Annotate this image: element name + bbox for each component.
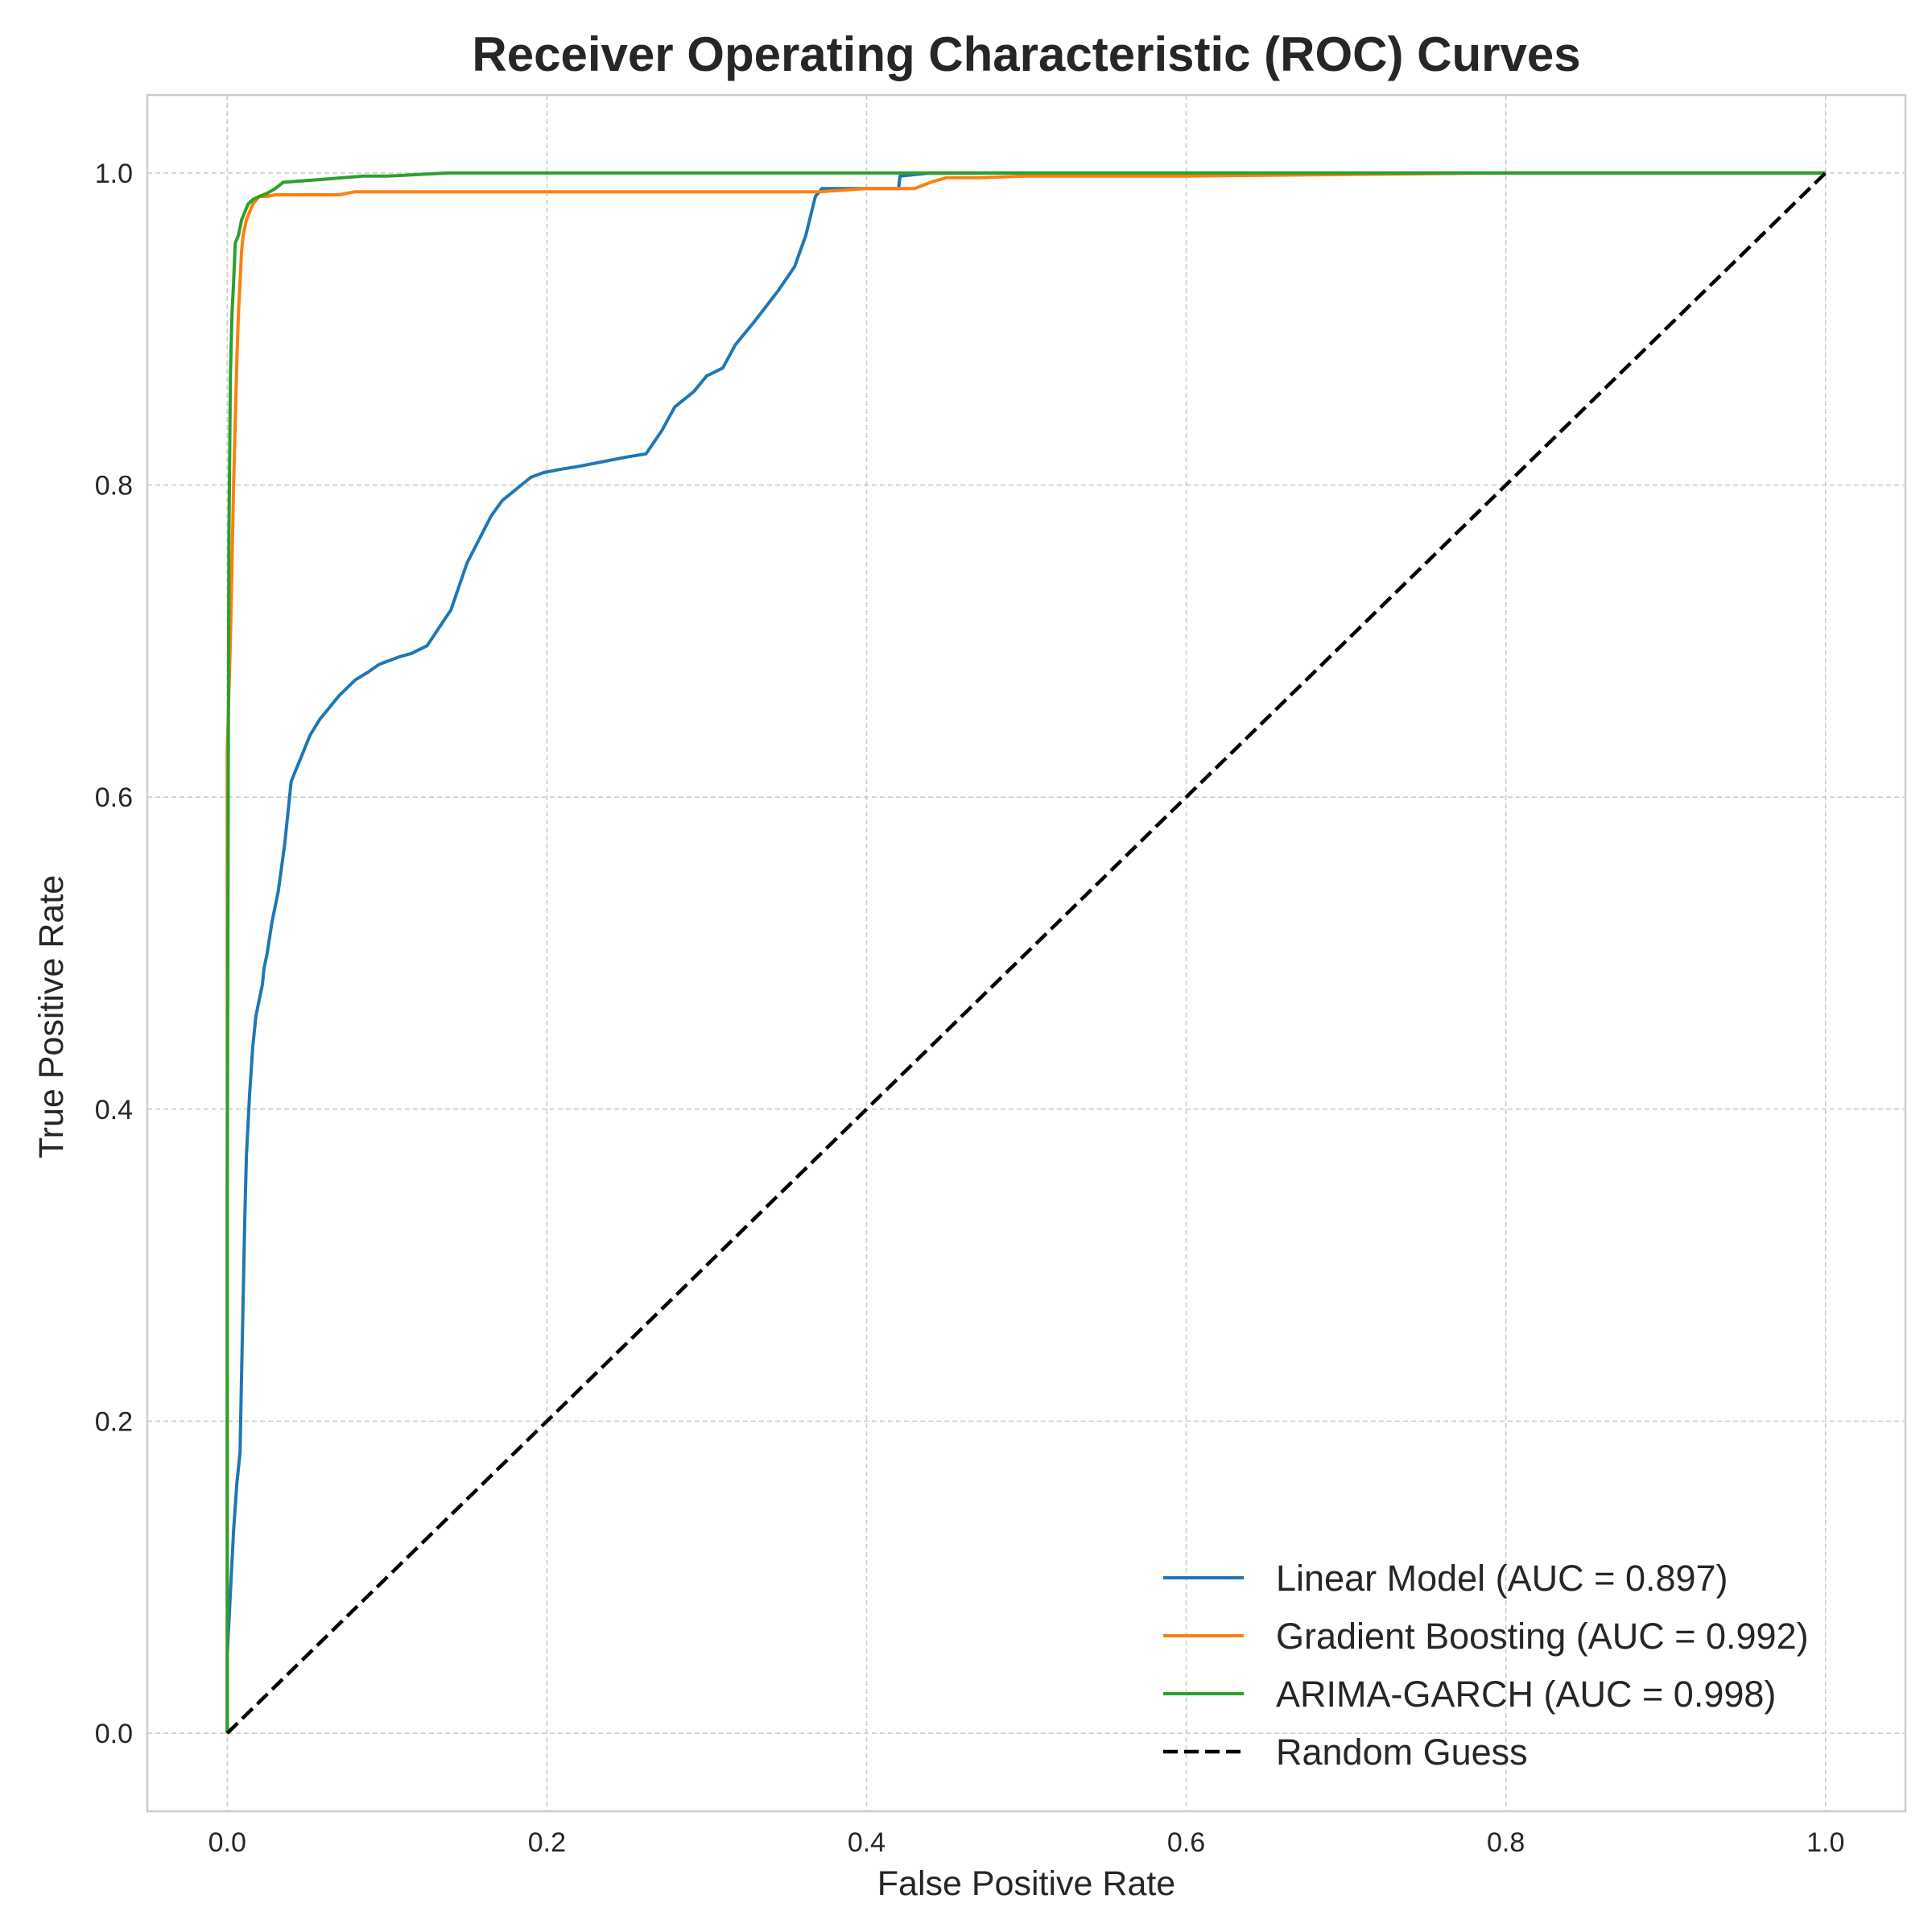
series-line-arima-garch <box>225 171 1826 1734</box>
x-tick-label: 0.0 <box>208 1827 246 1858</box>
x-tick-label: 0.6 <box>1167 1827 1205 1858</box>
legend-label-gradient-boosting: Gradient Boosting (AUC = 0.992) <box>1276 1616 1809 1657</box>
series-line-linear-model <box>225 171 1826 1734</box>
y-tick-label: 0.4 <box>95 1095 133 1125</box>
plot-frame <box>146 93 1907 1813</box>
legend-label-linear-model: Linear Model (AUC = 0.897) <box>1276 1558 1728 1599</box>
y-tick-label: 0.6 <box>95 782 133 813</box>
y-tick-label: 0.8 <box>95 471 133 502</box>
legend-label-arima-garch: ARIMA-GARCH (AUC = 0.998) <box>1276 1674 1776 1715</box>
legend: Linear Model (AUC = 0.897) Gradient Boost… <box>1163 1558 1809 1773</box>
series-line-random-guess <box>225 171 1827 1735</box>
chart-title: Receiver Operating Characteristic (ROC) … <box>472 27 1580 81</box>
x-tick-label: 0.4 <box>848 1827 886 1858</box>
legend-label-random-guess: Random Guess <box>1276 1732 1528 1773</box>
x-tick-label: 1.0 <box>1806 1827 1844 1858</box>
y-axis-label: True Positive Rate <box>32 875 71 1158</box>
x-tick-label: 0.8 <box>1487 1827 1525 1858</box>
y-tick-label: 0.2 <box>95 1406 133 1437</box>
y-tick-label: 1.0 <box>95 159 133 189</box>
y-tick-label: 0.0 <box>95 1719 133 1749</box>
tick-labels: 0.0 0.2 0.4 0.6 0.8 1.0 0.0 0.2 0.4 0.6 0.8 1.0 <box>95 159 1845 1858</box>
x-tick-label: 0.2 <box>528 1827 566 1858</box>
series-lines <box>225 171 1827 1735</box>
x-axis-label: False Positive Rate <box>877 1864 1175 1903</box>
series-line-gradient-boosting <box>225 171 1826 1734</box>
